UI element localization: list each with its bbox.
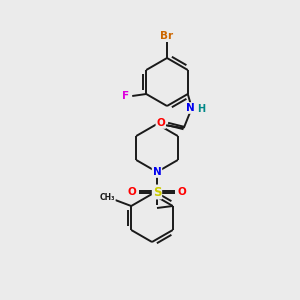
- Text: N: N: [186, 103, 195, 113]
- Text: F: F: [122, 91, 129, 101]
- Text: H: H: [197, 104, 205, 114]
- Text: O: O: [178, 187, 186, 197]
- Text: O: O: [128, 187, 136, 197]
- Text: Br: Br: [160, 31, 174, 41]
- Text: S: S: [153, 185, 161, 199]
- Text: O: O: [156, 118, 165, 128]
- Text: CH₃: CH₃: [100, 194, 115, 202]
- Text: N: N: [153, 167, 161, 177]
